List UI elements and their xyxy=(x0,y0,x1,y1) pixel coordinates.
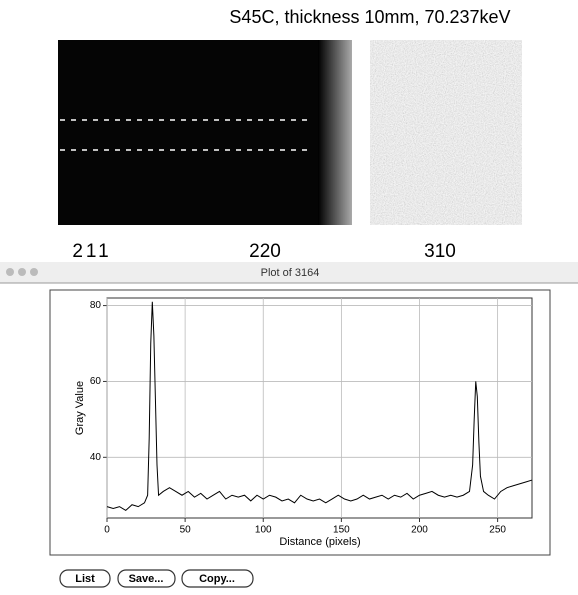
save-button[interactable]: Save... xyxy=(117,569,176,588)
x-tick-label: 200 xyxy=(411,525,428,536)
button-label[interactable]: Save... xyxy=(129,573,164,585)
image-panel xyxy=(58,40,320,225)
x-tick-label: 50 xyxy=(180,525,192,536)
x-tick-label: 100 xyxy=(255,525,272,536)
image-label: 310 xyxy=(424,241,456,262)
list-button[interactable]: List xyxy=(59,569,111,588)
image-panel xyxy=(370,40,522,225)
window-button[interactable] xyxy=(30,268,38,276)
copy-button[interactable]: Copy... xyxy=(181,569,254,588)
y-tick-label: 80 xyxy=(90,300,102,311)
data-line xyxy=(106,301,533,512)
x-tick-label: 150 xyxy=(333,525,350,536)
plot-area xyxy=(106,297,533,519)
x-axis-label: Distance (pixels) xyxy=(279,536,360,548)
image-label: 220 xyxy=(249,241,281,262)
figure-title: S45C, thickness 10mm, 70.237keV xyxy=(229,7,510,27)
window-button[interactable] xyxy=(6,268,14,276)
x-tick-label: 250 xyxy=(489,525,506,536)
plot: 40 60 80 0 50 100 150 200 250 xyxy=(90,297,533,536)
y-tick-label: 60 xyxy=(90,376,102,387)
image-label: 211 xyxy=(72,241,111,262)
button-label[interactable]: Copy... xyxy=(199,573,235,585)
button-label[interactable]: List xyxy=(75,573,95,585)
y-tick-label: 40 xyxy=(90,452,102,463)
image-edge xyxy=(318,40,352,225)
x-tick-label: 0 xyxy=(104,525,110,536)
y-axis-label: Gray Value xyxy=(74,381,86,435)
title-bar xyxy=(0,262,578,283)
window-button[interactable] xyxy=(18,268,26,276)
window-title: Plot of 3164 xyxy=(261,267,320,279)
